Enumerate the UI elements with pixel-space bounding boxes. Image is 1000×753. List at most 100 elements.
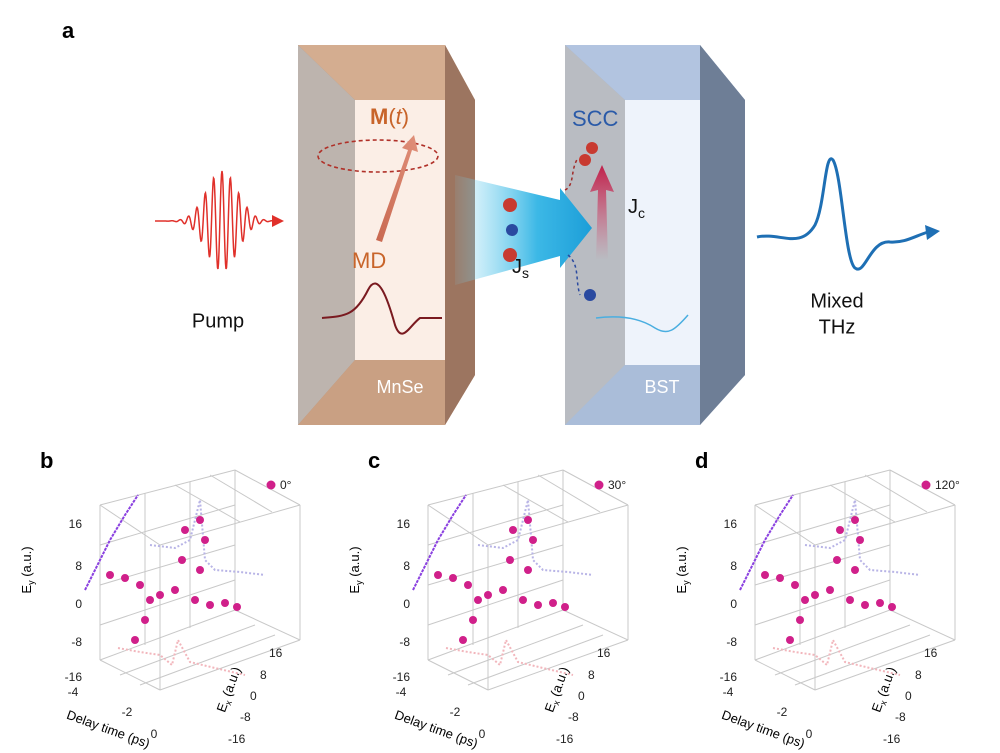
x-tick-label: 8 [260,668,267,682]
delay-tick-label: 0 [151,727,158,741]
delay-tick-label: -2 [777,705,788,719]
y-tick-label: 16 [397,517,411,531]
data-sphere [196,516,204,524]
pump-label: Pump [192,310,244,332]
delay-tick-label: -4 [68,685,79,699]
data-sphere [856,536,864,544]
x-axis-label: Ex (a.u.) [214,665,246,715]
grid-line [427,579,564,626]
symbol: J [512,256,522,278]
thz-waveform [756,157,929,271]
grid-line [537,474,601,513]
unit: (a.u.) [19,546,34,580]
y-axis-label: Ey (a.u.) [347,546,364,593]
subscript: x [223,699,234,707]
panel-label: c [368,448,380,473]
y-tick-label: -16 [393,670,411,684]
grid-line [234,609,301,641]
data-sphere [524,566,532,574]
y-tick-label: 16 [69,517,83,531]
grid-line [754,659,816,691]
projection-curve [84,494,139,591]
output-label: THz [819,316,856,338]
spin-current-arrow [455,175,592,285]
unit: (a.u.) [873,665,899,702]
subscript: x [551,699,562,707]
legend-marker [594,480,604,490]
grid-line [562,609,629,641]
grid-line [794,634,931,686]
y-tick-label: -16 [65,670,83,684]
grid-line [467,634,604,686]
grid-line [99,659,161,691]
arg: t [396,104,403,129]
y-tick-label: -8 [71,635,82,649]
data-sphere [851,516,859,524]
delay-tick-label: -4 [396,685,407,699]
x-tick-label: 0 [905,689,912,703]
data-sphere [761,571,769,579]
thz-arrowhead [925,225,940,240]
legend-label: 0° [280,478,292,492]
md-waveform [321,282,442,335]
data-sphere [141,616,149,624]
data-sphere [801,596,809,604]
y-tick-label: 8 [75,559,82,573]
scc-path-down [567,254,581,296]
data-sphere [469,616,477,624]
grid-line [754,469,891,506]
grid-line [889,609,956,641]
projection-curve [149,499,266,576]
y-tick-label: 0 [75,597,82,611]
x-tick-label: -16 [228,732,246,746]
grid-line [209,474,273,513]
unit: (a.u.) [347,546,362,580]
grid-line [119,624,256,676]
grid-line [427,504,489,546]
unit: (a.u.) [674,546,689,580]
grid-line [159,639,301,691]
projection-curve [804,499,921,576]
y-tick-label: -16 [720,670,738,684]
x-tick-label: -8 [895,710,906,724]
delay-axis-label: Delay time (ps) [393,707,480,751]
spins [503,142,598,301]
symbol: E [674,585,689,594]
subscript: x [878,699,889,707]
symbol: M [370,104,388,129]
bst-waveform [595,314,689,333]
delay-tick-label: 0 [806,727,813,741]
data-sphere [529,536,537,544]
data-sphere [506,556,514,564]
x-tick-label: 16 [597,646,611,660]
data-sphere [459,636,467,644]
grid-line [174,484,241,523]
bst-left [565,45,625,425]
data-sphere [106,571,114,579]
delay-tick-label: -2 [450,705,461,719]
grid-line [754,579,891,626]
x-tick-label: 16 [924,646,938,660]
projection-curve [477,499,594,576]
data-sphere [888,603,896,611]
grid-line [814,639,956,691]
symbol: J [628,196,638,218]
data-sphere [191,596,199,604]
grid-line [502,484,569,523]
panel-label: d [695,448,708,473]
spin-current-label: Js [512,256,529,280]
delay-axis-label: Delay time (ps) [65,707,152,751]
projection-curve [445,637,574,676]
data-sphere [524,516,532,524]
magnetization-arrow [376,135,418,242]
charge-current-arrow [590,165,614,260]
grid-line [814,504,956,546]
output-label: Mixed [810,290,863,312]
data-sphere [201,536,209,544]
mnse-top [298,45,475,100]
legend-marker [266,480,276,490]
y-tick-label: 0 [403,597,410,611]
y-tick-label: 0 [730,597,737,611]
md-label: MD [352,248,386,273]
legend-label: 30° [608,478,626,492]
